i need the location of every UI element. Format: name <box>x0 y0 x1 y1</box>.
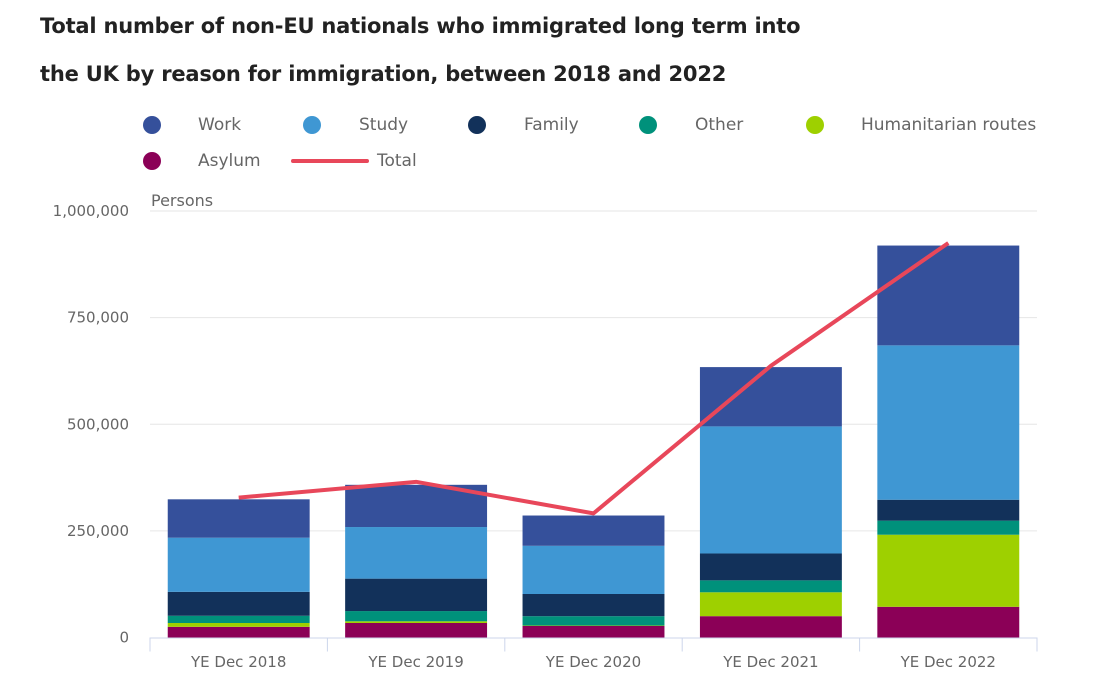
bar-segment-family[interactable] <box>167 591 310 616</box>
bar-segment-work[interactable] <box>522 515 665 546</box>
bar-segment-humanitarian-routes[interactable] <box>877 534 1020 607</box>
bar-segment-humanitarian-routes[interactable] <box>167 622 310 627</box>
bar-segment-study[interactable] <box>522 545 665 594</box>
bar-segment-humanitarian-routes[interactable] <box>699 592 842 617</box>
bar-segment-humanitarian-routes[interactable] <box>345 621 488 623</box>
total-line <box>238 241 950 516</box>
legend-study-marker-icon <box>303 116 321 134</box>
bar-segment-family[interactable] <box>699 553 842 581</box>
legend-item-other[interactable] <box>639 116 657 134</box>
legend-other-marker-icon <box>639 116 657 134</box>
bar-segment-study[interactable] <box>699 426 842 554</box>
legend-asylum-marker-icon <box>143 152 161 170</box>
bar-stack[interactable] <box>877 245 1020 638</box>
legend-item-work[interactable] <box>143 116 161 134</box>
x-tick-label: YE Dec 2020 <box>545 653 641 671</box>
y-axis-tick-labels: 0 250,000 500,000 750,000 1,000,000 <box>53 202 129 647</box>
legend-work-marker-icon <box>143 116 161 134</box>
legend-family-marker-icon <box>468 116 486 134</box>
bar-segment-asylum[interactable] <box>877 606 1020 638</box>
bar-segment-asylum[interactable] <box>167 626 310 638</box>
bar-stack[interactable] <box>167 499 310 638</box>
legend-item-study[interactable] <box>303 116 321 134</box>
chart-title-line-1: Total number of non-EU nationals who imm… <box>40 14 801 38</box>
bar-segment-work[interactable] <box>699 367 842 427</box>
bar-segment-study[interactable] <box>167 537 310 592</box>
y-tick-label: 1,000,000 <box>53 202 129 220</box>
y-tick-label: 750,000 <box>67 309 129 327</box>
bar-stack[interactable] <box>345 484 488 638</box>
x-tick-label: YE Dec 2019 <box>367 653 463 671</box>
legend-item-family[interactable] <box>468 116 486 134</box>
y-axis-title: Persons <box>151 191 213 210</box>
bar-segment-other[interactable] <box>522 616 665 626</box>
bar-segment-family[interactable] <box>522 593 665 617</box>
legend-total-line-icon <box>291 159 369 163</box>
legend-item-total[interactable] <box>291 159 369 163</box>
legend-humanitarian-marker-icon <box>806 116 824 134</box>
x-axis: YE Dec 2018 YE Dec 2019 YE Dec 2020 YE Dec … <box>149 637 1038 671</box>
bar-stack[interactable] <box>522 515 665 638</box>
bar-segment-other[interactable] <box>877 520 1020 535</box>
bar-segment-study[interactable] <box>877 345 1020 500</box>
x-tick-label: YE Dec 2018 <box>190 653 286 671</box>
bar-segment-other[interactable] <box>345 611 488 622</box>
bar-segment-other[interactable] <box>167 615 310 623</box>
legend-item-asylum[interactable] <box>143 152 161 170</box>
bars <box>167 245 1020 638</box>
y-tick-label: 250,000 <box>67 522 129 540</box>
bar-segment-asylum[interactable] <box>699 616 842 638</box>
bar-segment-family[interactable] <box>345 578 488 612</box>
bar-segment-other[interactable] <box>699 580 842 593</box>
bar-segment-work[interactable] <box>167 499 310 538</box>
bar-segment-work[interactable] <box>877 245 1020 346</box>
y-tick-label: 500,000 <box>67 415 129 433</box>
bar-segment-asylum[interactable] <box>345 622 488 638</box>
legend-item-humanitarian-routes[interactable] <box>806 116 824 134</box>
chart-title: Total number of non-EU nationals who imm… <box>40 4 940 96</box>
bar-segment-study[interactable] <box>345 527 488 579</box>
bar-segment-family[interactable] <box>877 499 1020 521</box>
bar-segment-asylum[interactable] <box>522 625 665 638</box>
x-tick-label: YE Dec 2022 <box>900 653 996 671</box>
x-tick-label: YE Dec 2021 <box>722 653 818 671</box>
chart-title-line-2: the UK by reason for immigration, betwee… <box>40 62 727 86</box>
bar-stack[interactable] <box>699 367 842 638</box>
y-tick-label: 0 <box>119 629 129 647</box>
